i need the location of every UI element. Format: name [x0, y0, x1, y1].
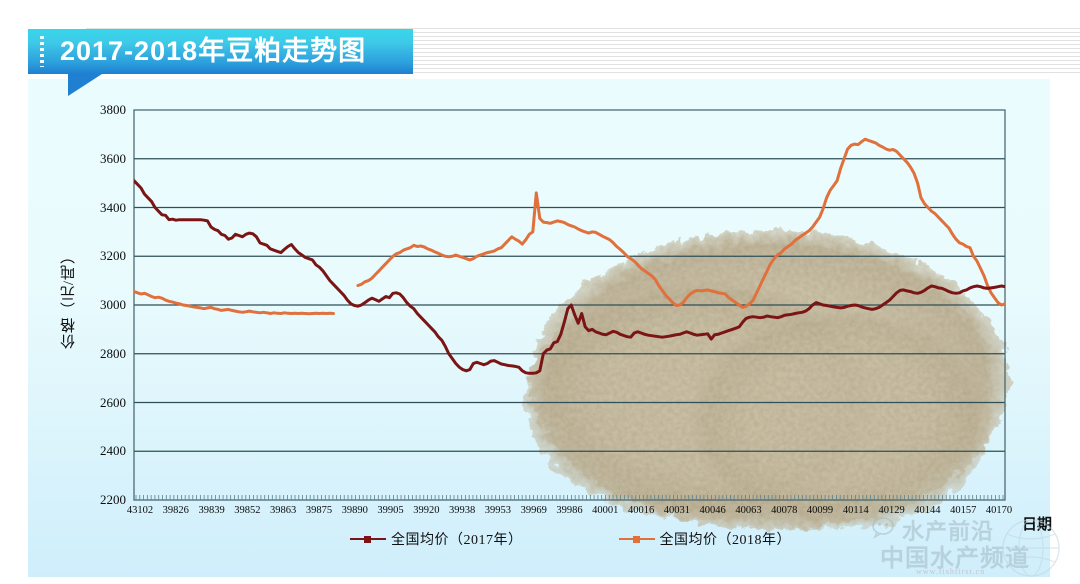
x-tick-label: 39905 — [377, 505, 404, 516]
y-axis-title: 价格（元/吨） — [61, 248, 77, 350]
banner-dots-decoration — [40, 36, 44, 67]
y-tick-label: 3400 — [100, 199, 126, 215]
x-tick-label: 39852 — [234, 505, 261, 516]
x-tick-label: 39863 — [270, 505, 297, 516]
x-tick-label: 40016 — [627, 505, 655, 516]
soybean-meal-image — [525, 230, 1010, 530]
watermark-url: www.fishfirst.cn — [916, 567, 986, 576]
wechat-icon — [872, 517, 894, 539]
y-tick-label: 3800 — [100, 102, 126, 117]
x-tick-label: 39839 — [198, 505, 225, 516]
legend-item-2017[interactable]: 全国均价（2017年） — [350, 529, 523, 549]
y-tick-label: 3600 — [100, 150, 126, 166]
series-polyline — [356, 137, 1005, 309]
legend-label-2017: 全国均价（2017年） — [391, 533, 523, 548]
x-tick-label: 40078 — [771, 505, 798, 516]
chart-title-banner: 2017-2018年豆粕走势图 — [28, 29, 413, 74]
x-tick-label: 40144 — [914, 505, 941, 516]
x-tick-label: 39986 — [556, 505, 583, 516]
y-tick-label: 3000 — [100, 297, 126, 312]
chart-legend: 全国均价（2017年） 全国均价（2018年） — [350, 529, 791, 549]
y-tick-label: 2400 — [100, 443, 126, 459]
x-tick-label: 40031 — [663, 505, 690, 516]
series-line-2018 — [134, 137, 1005, 316]
x-axis-title: 日期 — [1022, 517, 1053, 533]
legend-swatch-2018-icon — [618, 534, 655, 544]
watermark-line1: 水产前沿 — [902, 519, 995, 544]
page-title: 2017-2018年豆粕走势图 — [60, 36, 367, 66]
y-tick-label: 2600 — [100, 394, 126, 410]
x-tick-label: 39920 — [413, 505, 440, 516]
legend-swatch-2017-icon — [350, 534, 386, 544]
x-tick-label: 39890 — [341, 505, 368, 516]
x-tick-label: 40046 — [699, 505, 726, 516]
x-tick-label: 39969 — [520, 505, 547, 516]
x-tick-label: 40001 — [592, 505, 619, 516]
x-tick-label: 43102 — [126, 505, 154, 516]
x-tick-label: 39826 — [162, 505, 189, 516]
series-polyline — [134, 290, 335, 316]
x-tick-label: 40129 — [878, 505, 905, 516]
legend-item-2018[interactable]: 全国均价（2018年） — [618, 529, 792, 549]
watermark: 水产前沿 中国水产频道 www.fishfirst.cn — [868, 512, 1078, 580]
x-tick-label: 39875 — [305, 505, 333, 516]
x-tick-label: 39938 — [449, 505, 476, 516]
x-tick-label: 40099 — [806, 505, 834, 516]
x-tick-label: 40157 — [950, 505, 977, 516]
legend-label-2018: 全国均价（2018年） — [659, 533, 791, 548]
x-tick-label: 39953 — [484, 505, 512, 516]
watermark-line2: 中国水产频道 — [880, 545, 1030, 572]
banner-pointer-decoration — [68, 74, 102, 96]
x-tick-label: 40170 — [985, 505, 1013, 516]
globe-icon — [1002, 519, 1060, 577]
y-tick-label: 3200 — [100, 248, 126, 264]
series-polyline — [134, 179, 1005, 375]
y-tick-label: 2800 — [100, 345, 126, 361]
y-tick-label: 2200 — [100, 492, 126, 507]
x-axis-tickmarks — [135, 495, 1004, 500]
x-tick-label: 40114 — [842, 505, 869, 516]
x-tick-label: 40063 — [735, 505, 762, 516]
series-line-2017 — [134, 179, 1005, 375]
